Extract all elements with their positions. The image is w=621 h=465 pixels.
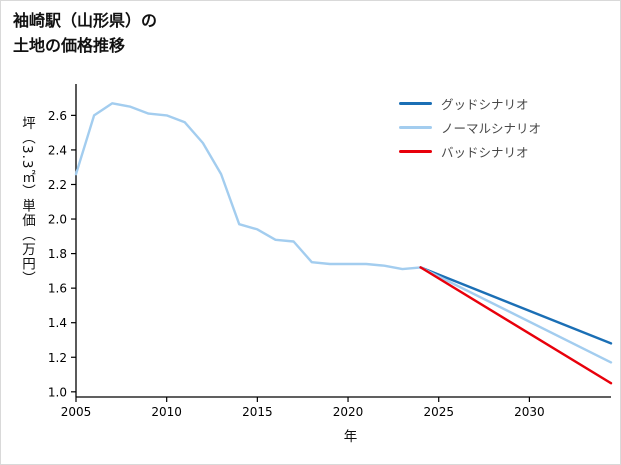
- svg-text:1.4: 1.4: [48, 316, 67, 330]
- bad-scenario-line-swatch: [399, 149, 432, 153]
- legend-item-bad: バッドシナリオ: [399, 139, 541, 163]
- svg-text:2020: 2020: [333, 405, 364, 419]
- svg-text:2.4: 2.4: [48, 143, 67, 157]
- legend: グッドシナリオ ノーマルシナリオ バッドシナリオ: [399, 91, 541, 163]
- svg-text:2.6: 2.6: [48, 109, 67, 123]
- svg-text:2025: 2025: [423, 405, 454, 419]
- legend-item-normal: ノーマルシナリオ: [399, 115, 541, 139]
- svg-text:1.6: 1.6: [48, 282, 67, 296]
- svg-text:2.2: 2.2: [48, 178, 67, 192]
- y-axis-label: 坪（3.3㎡）単価（万円）: [19, 116, 35, 286]
- legend-label-bad: バッドシナリオ: [441, 144, 529, 160]
- x-axis-label-wrap: 年: [1, 425, 620, 445]
- svg-text:2030: 2030: [514, 405, 545, 419]
- good-scenario-line-swatch: [399, 101, 432, 105]
- chart-title: 袖崎駅（山形県）の 土地の価格推移: [13, 9, 157, 59]
- svg-text:2010: 2010: [151, 405, 182, 419]
- svg-text:1.0: 1.0: [48, 385, 67, 399]
- svg-text:1.2: 1.2: [48, 351, 67, 365]
- legend-label-good: グッドシナリオ: [441, 96, 529, 112]
- svg-text:2.0: 2.0: [48, 213, 67, 227]
- normal-scenario-line-swatch: [399, 125, 432, 129]
- chart-title-line1: 袖崎駅（山形県）の: [13, 11, 158, 30]
- legend-label-normal: ノーマルシナリオ: [441, 120, 542, 136]
- legend-item-good: グッドシナリオ: [399, 91, 541, 115]
- chart-title-line2: 土地の価格推移: [13, 35, 126, 55]
- svg-text:1.8: 1.8: [48, 247, 67, 261]
- x-axis-label: 年: [343, 429, 358, 445]
- svg-text:2005: 2005: [61, 405, 92, 419]
- svg-text:2015: 2015: [242, 405, 273, 419]
